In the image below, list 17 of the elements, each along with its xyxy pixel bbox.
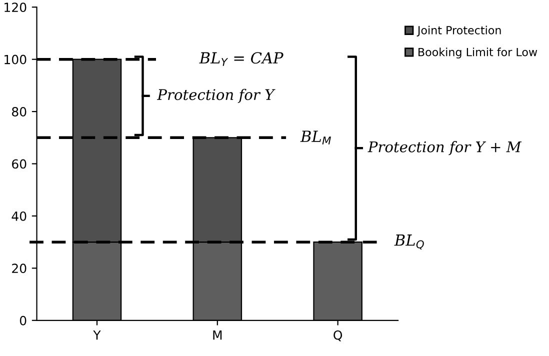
annotation: Protection for Y (156, 88, 276, 103)
ref-line-label: BL$_{Y}$ = CAP (199, 52, 284, 66)
ref-line-label: BL$_{Q}$ (394, 234, 424, 250)
x-tick-label: M (213, 330, 222, 340)
y-tick-label: 120 (4, 2, 26, 12)
ref-line-label: BL$_{M}$ (300, 130, 331, 144)
y-tick-label: 0 (20, 316, 26, 326)
x-tick-label: Y (93, 330, 101, 340)
y-tick-label: 60 (12, 159, 26, 169)
legend-label: Booking Limit for Low (418, 48, 538, 58)
x-tick-label: Q (334, 330, 342, 342)
y-tick-label: 100 (4, 54, 26, 64)
y-tick-label: 20 (12, 264, 26, 274)
y-tick-label: 80 (12, 107, 26, 116)
annotation: Protection for Y + M (368, 141, 522, 156)
legend-label: Joint Protection (416, 26, 501, 36)
y-tick-label: 40 (12, 211, 26, 221)
